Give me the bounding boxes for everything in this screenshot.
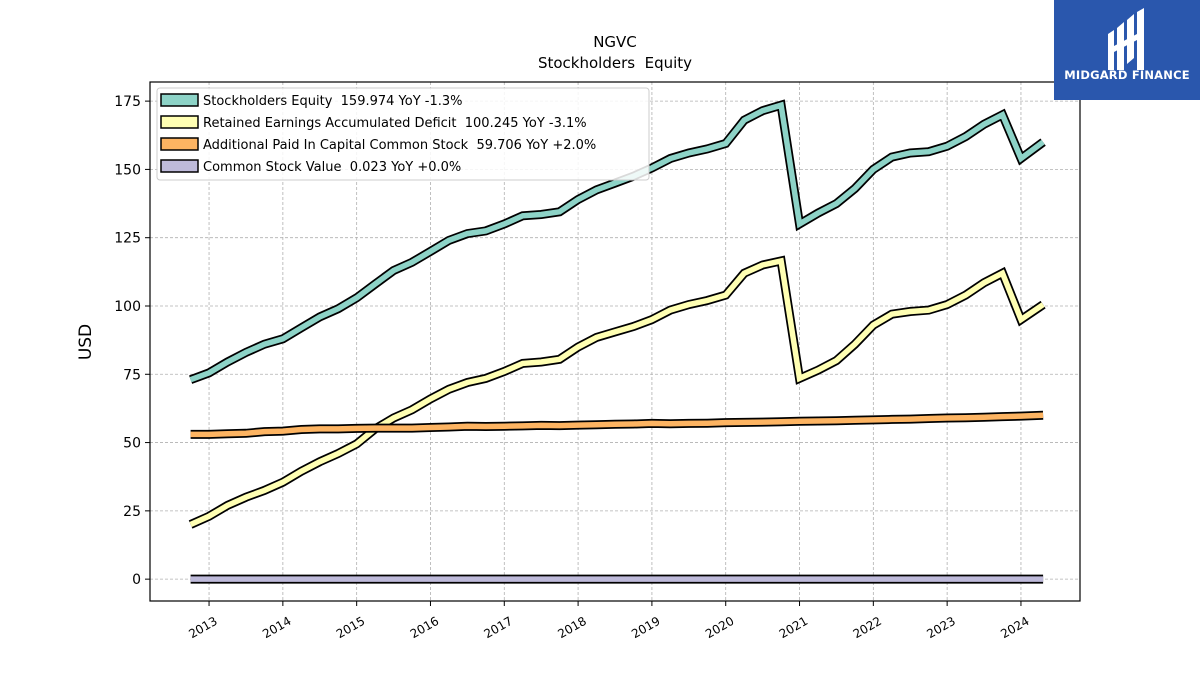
series-core bbox=[189, 101, 1045, 383]
x-tick-label: 2021 bbox=[777, 614, 810, 641]
x-tick-label: 2022 bbox=[851, 614, 884, 641]
x-tick-label: 2013 bbox=[186, 614, 219, 641]
y-tick-label: 0 bbox=[132, 572, 141, 588]
y-tick-label: 150 bbox=[114, 162, 141, 178]
x-tick-label: 2014 bbox=[260, 614, 293, 641]
chart-title-line1: NGVC bbox=[593, 33, 637, 51]
midgard-finance-logo: MIDGARD FINANCE bbox=[1054, 0, 1200, 100]
y-axis-label: USD bbox=[76, 324, 96, 360]
x-tick-label: 2016 bbox=[408, 614, 441, 641]
x-tick-label: 2024 bbox=[998, 614, 1031, 641]
legend: Stockholders Equity 159.974 YoY -1.3% Ret… bbox=[156, 87, 650, 181]
legend-swatch bbox=[160, 159, 199, 173]
brand-name: MIDGARD FINANCE bbox=[1064, 68, 1190, 82]
x-tick-label: 2020 bbox=[703, 614, 736, 641]
series-core bbox=[190, 412, 1044, 438]
y-tick-label: 25 bbox=[123, 504, 141, 520]
y-tick-label: 125 bbox=[114, 231, 141, 247]
y-tick-label: 75 bbox=[123, 367, 141, 383]
legend-label: Retained Earnings Accumulated Deficit 10… bbox=[203, 116, 587, 131]
series-lines bbox=[188, 99, 1046, 584]
series-core bbox=[189, 257, 1045, 528]
x-tick-label: 2015 bbox=[334, 614, 367, 641]
legend-box bbox=[156, 87, 650, 181]
plot-frame bbox=[149, 81, 1081, 602]
y-tick-label: 100 bbox=[114, 299, 141, 315]
x-tick-label: 2019 bbox=[629, 614, 662, 641]
legend-label: Common Stock Value 0.023 YoY +0.0% bbox=[203, 160, 461, 175]
x-tick-label: 2018 bbox=[555, 614, 588, 641]
x-tick-label: 2023 bbox=[924, 614, 957, 641]
series-line-0 bbox=[189, 99, 1046, 384]
legend-swatch bbox=[160, 93, 199, 107]
y-tick-label: 175 bbox=[114, 94, 141, 110]
legend-label: Additional Paid In Capital Common Stock … bbox=[203, 138, 596, 153]
series-line-2 bbox=[190, 410, 1044, 439]
legend-label: Stockholders Equity 159.974 YoY -1.3% bbox=[203, 94, 463, 109]
series-outline bbox=[188, 255, 1046, 529]
brand-mark-icon bbox=[1108, 8, 1144, 70]
chart-title-line2: Stockholders Equity bbox=[538, 54, 692, 72]
series-line-1 bbox=[188, 255, 1046, 529]
legend-swatch bbox=[160, 137, 199, 151]
x-tick-label: 2017 bbox=[482, 614, 515, 641]
legend-swatch bbox=[160, 115, 199, 129]
y-tick-label: 50 bbox=[123, 436, 141, 452]
